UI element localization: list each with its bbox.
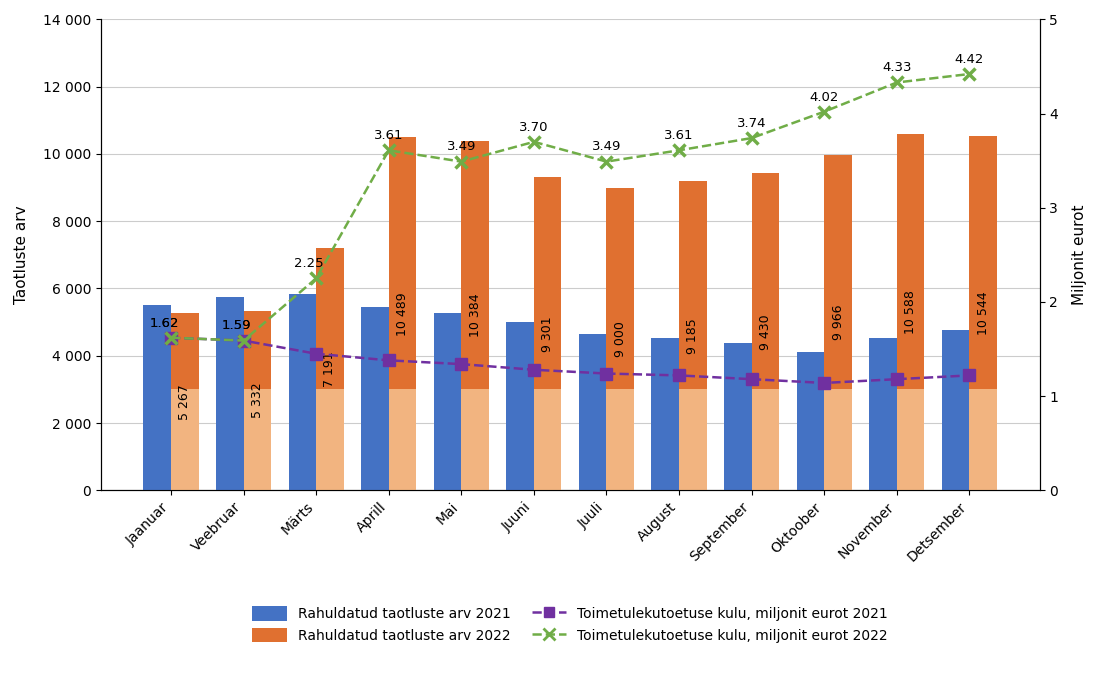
Bar bbox=[288, 294, 316, 490]
Bar bbox=[216, 297, 243, 490]
Bar bbox=[243, 311, 271, 490]
Bar bbox=[969, 390, 996, 490]
Bar bbox=[171, 390, 198, 490]
Bar bbox=[171, 313, 198, 490]
Bar bbox=[389, 390, 416, 490]
Text: 9 185: 9 185 bbox=[686, 318, 699, 353]
Y-axis label: Miljonit eurot: Miljonit eurot bbox=[1072, 204, 1087, 305]
Legend: Rahuldatud taotluste arv 2021, Rahuldatud taotluste arv 2022, Toimetulekutoetuse: Rahuldatud taotluste arv 2021, Rahuldatu… bbox=[247, 601, 894, 648]
Bar bbox=[825, 155, 852, 490]
Bar bbox=[534, 178, 562, 490]
Bar bbox=[534, 390, 562, 490]
Bar bbox=[797, 352, 825, 490]
Bar bbox=[969, 136, 996, 490]
Bar bbox=[607, 390, 634, 490]
Text: 9 966: 9 966 bbox=[831, 305, 844, 340]
Text: 3.70: 3.70 bbox=[520, 121, 548, 133]
Text: 4.02: 4.02 bbox=[809, 91, 839, 104]
Bar bbox=[724, 343, 752, 490]
Bar bbox=[679, 181, 707, 490]
Text: 9 430: 9 430 bbox=[759, 314, 772, 349]
Text: 10 544: 10 544 bbox=[977, 291, 990, 335]
Text: 2.25: 2.25 bbox=[294, 257, 324, 270]
Bar bbox=[679, 390, 707, 490]
Bar bbox=[579, 334, 607, 490]
Bar bbox=[652, 338, 679, 490]
Text: 1.62: 1.62 bbox=[150, 317, 178, 330]
Text: 3.61: 3.61 bbox=[374, 129, 403, 142]
Text: 1.59: 1.59 bbox=[222, 319, 251, 332]
Text: 10 588: 10 588 bbox=[904, 290, 917, 334]
Bar bbox=[752, 390, 780, 490]
Bar bbox=[941, 330, 969, 490]
Bar bbox=[316, 249, 344, 490]
Bar bbox=[434, 313, 461, 490]
Y-axis label: Taotluste arv: Taotluste arv bbox=[14, 206, 29, 304]
Text: 9 301: 9 301 bbox=[542, 316, 554, 351]
Bar bbox=[461, 390, 489, 490]
Bar bbox=[506, 322, 534, 490]
Text: 3.49: 3.49 bbox=[592, 140, 621, 153]
Text: 3.61: 3.61 bbox=[664, 129, 694, 142]
Bar bbox=[825, 390, 852, 490]
Text: 10 384: 10 384 bbox=[469, 294, 481, 338]
Bar bbox=[389, 138, 416, 490]
Text: 5 332: 5 332 bbox=[251, 383, 264, 418]
Text: 4.33: 4.33 bbox=[882, 61, 912, 74]
Bar bbox=[752, 173, 780, 490]
Text: 7 191: 7 191 bbox=[324, 351, 337, 387]
Text: 3.74: 3.74 bbox=[737, 117, 766, 130]
Text: 5 267: 5 267 bbox=[178, 384, 192, 419]
Bar bbox=[143, 305, 171, 490]
Text: 3.49: 3.49 bbox=[447, 140, 476, 153]
Bar bbox=[869, 338, 897, 490]
Bar bbox=[897, 134, 925, 490]
Bar bbox=[897, 390, 925, 490]
Bar bbox=[243, 390, 271, 490]
Bar bbox=[316, 390, 344, 490]
Bar bbox=[607, 187, 634, 490]
Text: 9 000: 9 000 bbox=[613, 321, 626, 357]
Bar bbox=[361, 307, 389, 490]
Text: 1.62: 1.62 bbox=[150, 317, 178, 330]
Text: 4.42: 4.42 bbox=[955, 53, 984, 66]
Bar bbox=[461, 141, 489, 490]
Text: 10 489: 10 489 bbox=[396, 292, 410, 336]
Text: 1.59: 1.59 bbox=[222, 319, 251, 332]
